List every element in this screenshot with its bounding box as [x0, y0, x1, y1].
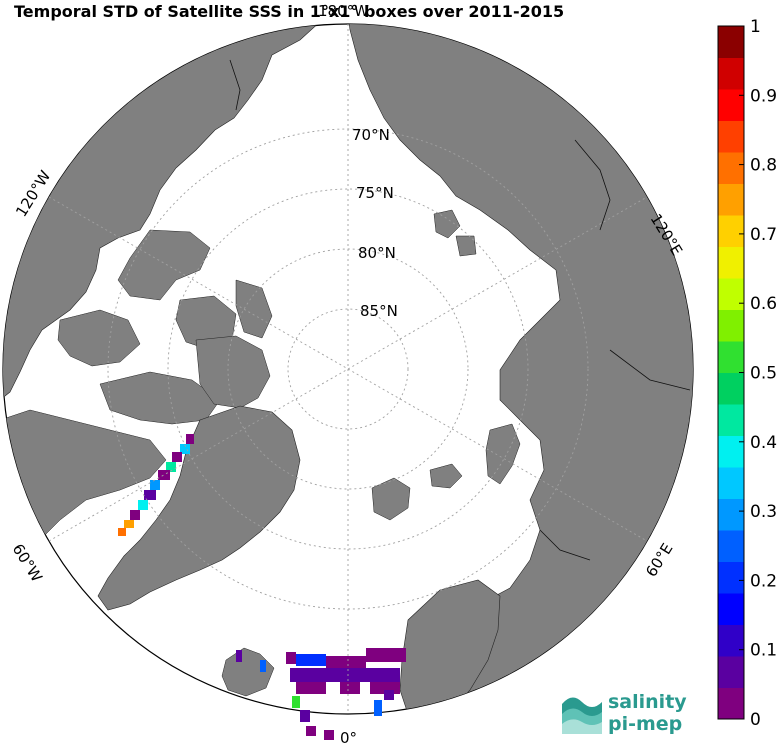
- lon-label-right-lower: 60°E: [642, 540, 676, 580]
- colorbar-tick-label: 0.8: [750, 156, 777, 176]
- map-title: Temporal STD of Satellite SSS in 1°x1° b…: [14, 2, 565, 21]
- lon-label-top: 180°W: [318, 2, 369, 20]
- lon-label-bottom: 0°: [340, 729, 357, 747]
- colorbar-segment: [718, 309, 744, 342]
- land-ellesmere: [195, 335, 271, 409]
- colorbar-segment: [718, 467, 744, 499]
- colorbar-tick-label: 0.5: [750, 364, 777, 384]
- colorbar-tick-label: 0.1: [750, 641, 777, 661]
- colorbar-segment: [718, 656, 744, 688]
- colorbar-segment: [718, 561, 744, 594]
- std-data-nordic: [236, 648, 406, 740]
- colorbar-segment: [718, 624, 744, 657]
- salinity-pimep-logo: salinity pi-mep: [558, 690, 688, 738]
- colorbar-tick-label: 0.2: [750, 571, 777, 591]
- land-svalbard: [371, 477, 411, 521]
- land-archipelago-4: [235, 279, 273, 339]
- lat-label-70: 70°N: [352, 126, 390, 144]
- lat-label-85: 85°N: [360, 302, 398, 320]
- logo-line1: salinity: [608, 691, 687, 713]
- land-islands-north: [433, 209, 461, 239]
- colorbar-tick-label: 0: [750, 710, 761, 730]
- colorbar-segment: [718, 26, 744, 58]
- colorbar-segment: [718, 404, 744, 436]
- logo-line2: pi-mep: [608, 713, 683, 735]
- colorbar-tick-label: 0.7: [750, 225, 777, 245]
- colorbar-segment: [718, 435, 744, 468]
- colorbar-tick-label: 0.9: [750, 86, 777, 106]
- colorbar-segment: [718, 152, 744, 184]
- colorbar-segment: [718, 183, 744, 216]
- colorbar-segment: [718, 593, 744, 625]
- colorbar-tick-label: 1: [750, 17, 761, 37]
- land-greenland: [97, 405, 301, 611]
- land-islands-north-2: [455, 235, 477, 257]
- land-archipelago-2: [57, 309, 141, 367]
- colorbar-tick-label: 0.4: [750, 433, 777, 453]
- colorbar-segment: [718, 120, 744, 153]
- lat-label-75: 75°N: [356, 184, 394, 202]
- colorbar-segment: [718, 498, 744, 531]
- lat-label-80: 80°N: [358, 244, 396, 262]
- colorbar-segment: [718, 89, 744, 121]
- wave-logo-icon: [562, 697, 602, 734]
- coast-detail: [229, 59, 691, 561]
- lon-label-left-lower: 60°W: [9, 541, 46, 586]
- colorbar-segment: [718, 278, 744, 310]
- colorbar-tick-label: 0.3: [750, 502, 777, 522]
- colorbar: 0 0.1 0.2 0.3 0.4 0.5 0.6 0.7 0.8 0.9 1: [717, 17, 777, 730]
- colorbar-tick-label: 0.6: [750, 294, 777, 314]
- colorbar-segment: [718, 530, 744, 562]
- colorbar-segment: [718, 246, 744, 279]
- colorbar-segment: [718, 687, 744, 720]
- colorbar-segment: [718, 57, 744, 90]
- colorbar-segment: [718, 341, 744, 373]
- std-data-baffin: [118, 434, 194, 536]
- colorbar-segment: [718, 372, 744, 405]
- colorbar-segment: [718, 215, 744, 247]
- land-novaya-zemlya: [485, 423, 521, 485]
- graticule: [48, 24, 648, 714]
- land-franz-josef: [429, 463, 463, 489]
